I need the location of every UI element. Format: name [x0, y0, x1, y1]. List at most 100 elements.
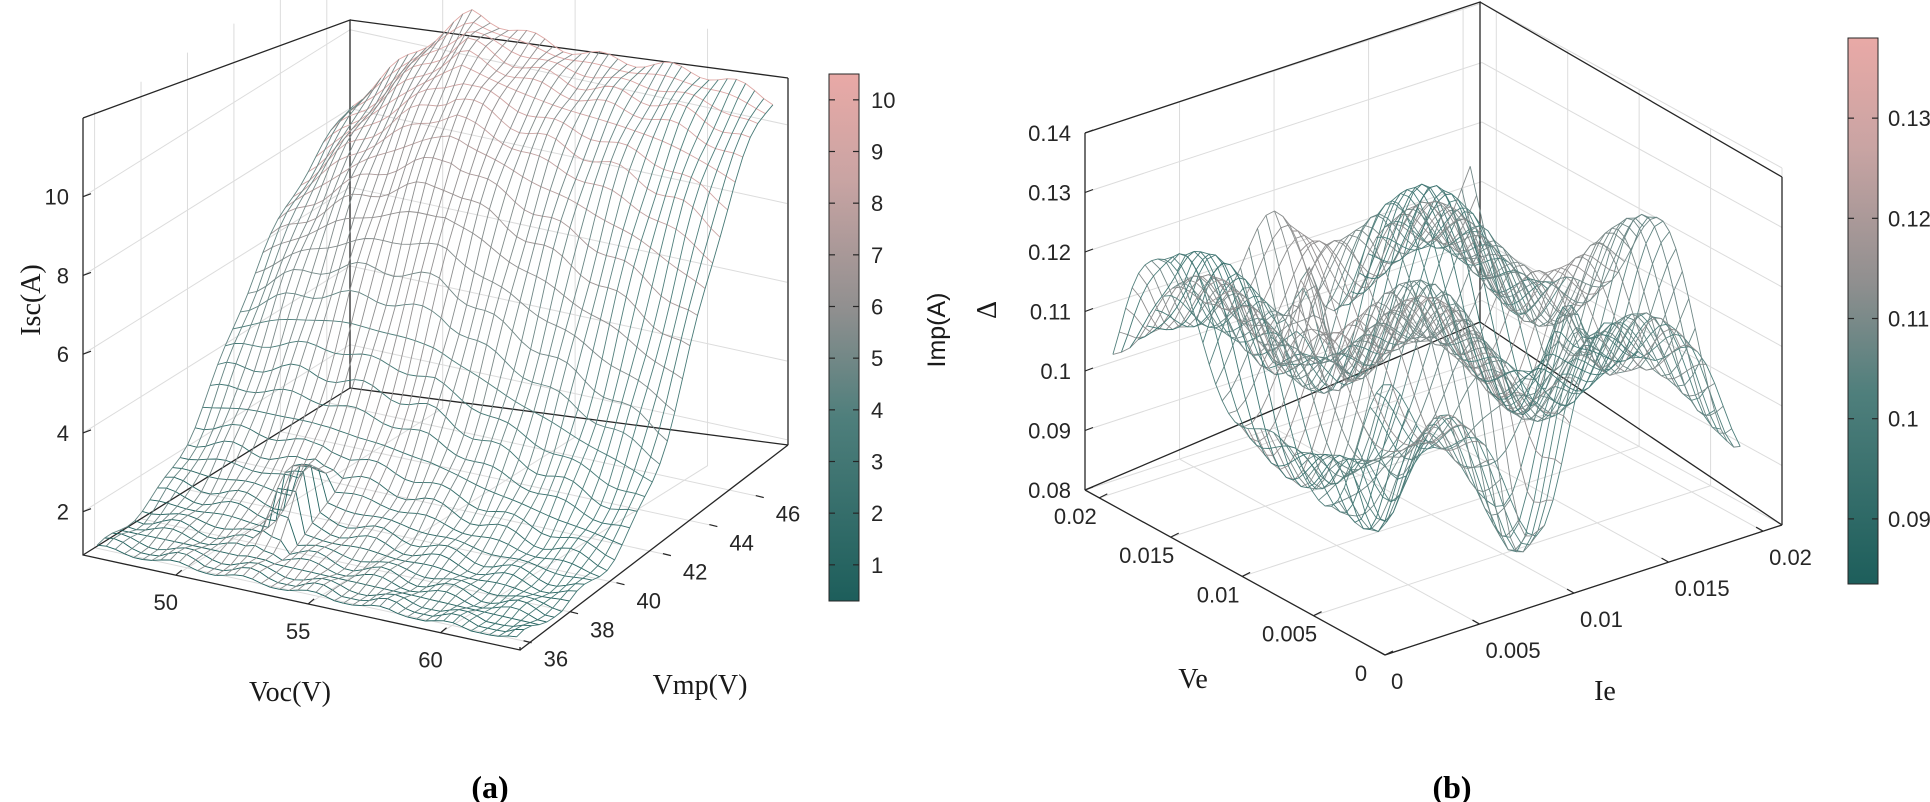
chart-a-mesh-line: [397, 64, 655, 614]
chart-a-mesh-line: [251, 30, 509, 580]
chart-a-ytick-label: 40: [636, 589, 660, 614]
chart-b-mesh-line: [1435, 234, 1707, 380]
chart-b-xgrid: [1368, 40, 1669, 563]
chart-b-ztick: [1084, 426, 1094, 432]
chart-a-ztick: [82, 429, 92, 434]
chart-a-zgrid-left: [82, 265, 351, 434]
chart-b-mesh-line: [1427, 218, 1698, 371]
chart-b-box-floor-back-right: [1479, 321, 1783, 526]
chart-a-colorbar-ticks: 1 2 3 4 5 6 7 8 9 10: [829, 88, 895, 578]
chart-b-panel-label: (b): [1432, 769, 1471, 802]
chart-a-box-back: [82, 19, 351, 388]
chart-b-xgrid: [1179, 102, 1480, 625]
chart-a-ztick: [82, 508, 92, 513]
chart-b-ztick-label: 0.14: [1028, 121, 1071, 146]
chart-a-ytick: [755, 494, 764, 499]
chart-a-mesh-line: [224, 15, 482, 576]
chart-a-mesh-line: [406, 61, 664, 618]
chart-a-mesh-line: [114, 89, 372, 550]
chart-b: 0.08 0.09 0.1 0.11 0.12 0.13 0.14 0 0.005 0.01 0.0…: [972, 1, 1930, 802]
chart-b-ytick: [1241, 571, 1251, 577]
chart-a-xtick: [175, 569, 183, 576]
chart-b-ztick-label: 0.12: [1028, 240, 1071, 265]
chart-b-ztick-label: 0.09: [1028, 419, 1071, 444]
chart-a-ytick: [569, 611, 579, 615]
chart-a-zgrid-left: [82, 186, 351, 355]
chart-a-box-back-top: [349, 19, 789, 79]
chart-b-xlabel: Ie: [1594, 676, 1616, 707]
chart-b-xtick: [1566, 588, 1575, 594]
chart-a-zgrid-back: [349, 265, 788, 362]
chart-b-xtick: [1472, 619, 1480, 625]
chart-a-ytick: [709, 523, 718, 528]
chart-a-ytick-label: 46: [776, 502, 800, 527]
chart-b-ytick-label: 0.02: [1054, 504, 1097, 529]
chart-a-zgrid-left: [82, 29, 351, 198]
chart-b-mesh-line: [1120, 253, 1392, 513]
chart-a-ytick-label: 36: [544, 647, 568, 672]
chart-a-mesh-line: [443, 77, 701, 622]
chart-b-mesh-line: [1265, 215, 1537, 553]
chart-b-mesh-line: [1333, 200, 1605, 417]
chart-b-ygrid: [1099, 10, 1497, 499]
chart-a-cbtick-label: 3: [871, 450, 883, 475]
chart-a-mesh-line: [388, 66, 646, 610]
chart-b-zgrid: [1084, 240, 1783, 407]
chart-b-ztick: [1084, 188, 1094, 194]
chart-a-mesh-line: [215, 9, 473, 576]
chart-b-mesh-line: [1231, 282, 1503, 493]
chart-b-mesh-line: [1461, 188, 1732, 434]
chart-a-mesh-line: [330, 37, 751, 138]
chart-b-ytick-label: 0.01: [1197, 582, 1240, 607]
chart-b-xtick-label: 0: [1391, 669, 1403, 694]
chart-b-ygrid: [1170, 50, 1569, 538]
chart-a-mesh-line: [202, 406, 623, 546]
chart-b-ztick-label: 0.1: [1040, 359, 1071, 384]
chart-b-zgrid: [1084, 121, 1783, 288]
chart-a-mesh-line: [288, 38, 546, 591]
chart-a-cbtick-label: 1: [871, 553, 883, 578]
chart-b-cbtick-label: 0.11: [1888, 307, 1929, 332]
chart-b-zgrid: [1084, 299, 1783, 466]
chart-b-mesh-line: [1214, 287, 1486, 452]
chart-a-xgrid: [175, 0, 444, 576]
chart-b-mesh-line: [1384, 220, 1656, 389]
chart-a-cbtick-label: 2: [871, 501, 883, 526]
chart-b-box-back-left: [1084, 1, 1481, 322]
chart-a-mesh-line: [297, 45, 555, 591]
chart-a-cbtick-label: 10: [871, 88, 895, 113]
chart-a-mesh-line: [160, 51, 418, 561]
chart-a-ylabel: Vmp(V): [653, 670, 748, 701]
chart-a-mesh-line: [142, 58, 400, 560]
chart-b-ztick-label: 0.13: [1028, 181, 1071, 206]
chart-a-mesh-line: [324, 53, 582, 597]
chart-b-mesh-line: [1163, 295, 1435, 501]
chart-b-zgrid: [1084, 2, 1783, 169]
chart-b-ytick: [1384, 650, 1394, 656]
chart-a-mesh-line: [498, 90, 756, 637]
chart-b-mesh-line: [1299, 240, 1571, 424]
chart-b-ztick-label: 0.11: [1030, 300, 1071, 325]
chart-b-mesh-line: [1331, 298, 1690, 517]
chart-a-mesh-line: [242, 27, 500, 577]
chart-b-xgrid: [1273, 71, 1575, 594]
chart-b-xtick-label: 0.02: [1769, 545, 1812, 570]
chart-b-mesh-line: [1155, 277, 1426, 523]
chart-b-ygrid: [1241, 89, 1640, 577]
chart-a-zgrid-back: [349, 29, 788, 126]
chart-a-mesh-line: [343, 51, 600, 604]
chart-b-ztick: [1084, 248, 1094, 253]
chart-a-mesh-line: [322, 50, 743, 158]
chart-a-mesh-line: [133, 66, 391, 558]
chart-b-xtick: [1755, 526, 1764, 532]
chart-b-mesh-line: [1197, 279, 1469, 446]
chart-a-mesh-line: [379, 66, 637, 607]
chart-a-mesh-line: [452, 79, 710, 624]
chart-a-xgrid: [307, 0, 576, 605]
chart-b-mesh-line: [1172, 283, 1443, 477]
chart-b-mesh-line: [1257, 228, 1528, 551]
chart-a-mesh-line: [104, 537, 525, 633]
chart-a-colorbar-label: Imp(A): [923, 293, 951, 368]
chart-b-mesh-line: [1282, 216, 1553, 503]
